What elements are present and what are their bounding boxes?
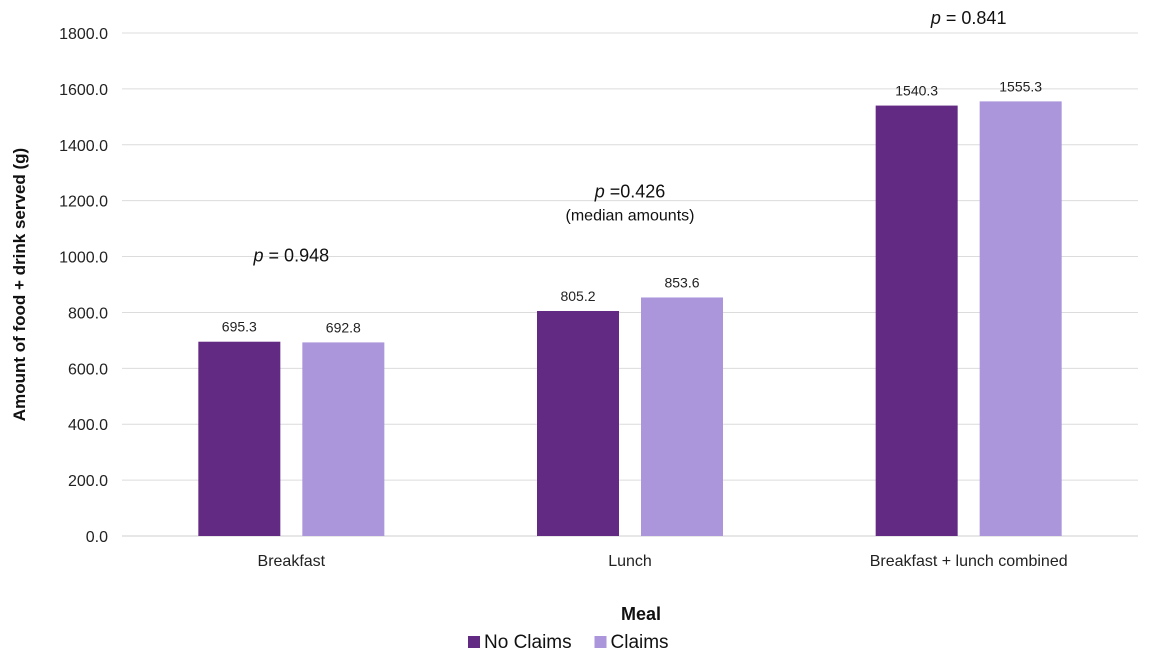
legend-label: No Claims: [484, 632, 572, 653]
bar: [198, 341, 281, 536]
category-label: Breakfast: [258, 553, 326, 570]
category-label: Breakfast + lunch combined: [870, 553, 1068, 570]
y-tick-label: 400.0: [68, 417, 108, 434]
gridlines: [122, 32, 1138, 537]
y-tick-label: 1000.0: [59, 250, 108, 267]
p-value: = 0.948: [264, 246, 330, 266]
y-tick-label: 200.0: [68, 473, 108, 490]
y-tick-label: 0.0: [86, 529, 108, 546]
p-symbol: p: [594, 181, 605, 201]
legend-label: Claims: [611, 632, 669, 653]
data-label: 853.6: [664, 274, 699, 290]
p-value: =0.426: [605, 181, 666, 201]
p-symbol: p: [930, 8, 941, 28]
legend-swatch: [594, 636, 607, 648]
p-value: = 0.841: [941, 8, 1007, 28]
p-value-annotation: p = 0.948: [253, 246, 330, 266]
bar: [641, 297, 723, 536]
bar: [875, 105, 958, 537]
y-axis-ticks: 0.0 200.0 400.0 600.0 800.0 1000.0 1200.0 1400.…: [59, 26, 108, 546]
legend: No Claims Claims: [468, 632, 669, 653]
y-tick-label: 1800.0: [59, 26, 108, 43]
y-tick-label: 1200.0: [59, 194, 108, 211]
p-value-annotation: p = 0.841: [930, 8, 1007, 28]
y-axis-label: Amount of food + drink served (g): [10, 148, 29, 421]
p-symbol: p: [253, 246, 264, 266]
y-tick-label: 1400.0: [59, 138, 108, 155]
category-label: Lunch: [608, 553, 652, 570]
y-tick-label: 600.0: [68, 361, 108, 378]
data-label: 692.8: [326, 319, 361, 335]
bars: [198, 101, 1062, 537]
legend-swatch: [468, 636, 480, 648]
category-labels: Breakfast Lunch Breakfast + lunch combined: [258, 553, 1068, 570]
data-label: 695.3: [222, 319, 257, 335]
y-tick-label: 800.0: [68, 305, 108, 322]
annotation-note: (median amounts): [566, 207, 695, 224]
data-labels: 695.3 692.8 805.2 853.6 1540.3 1555.3: [222, 78, 1042, 335]
data-label: 805.2: [560, 288, 595, 304]
y-tick-label: 1600.0: [59, 82, 108, 99]
x-axis-label: Meal: [621, 604, 661, 624]
data-label: 1555.3: [999, 78, 1042, 94]
bar: [537, 310, 619, 536]
p-value-annotation: p =0.426: [594, 181, 666, 201]
bar: [979, 101, 1062, 536]
bar: [302, 342, 385, 536]
data-label: 1540.3: [895, 83, 938, 99]
